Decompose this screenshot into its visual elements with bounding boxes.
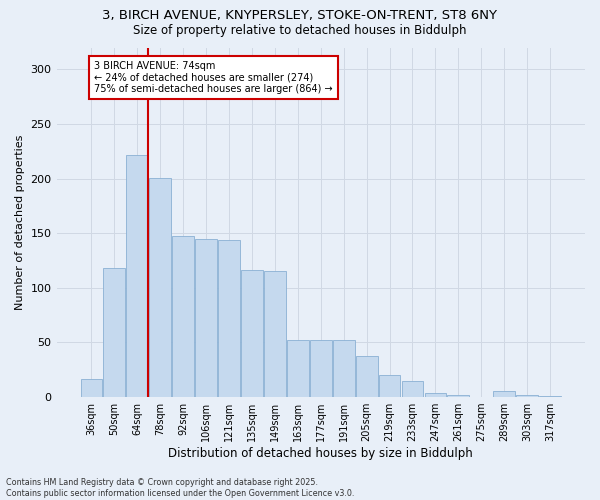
- Bar: [333, 340, 355, 397]
- Text: 3 BIRCH AVENUE: 74sqm
← 24% of detached houses are smaller (274)
75% of semi-det: 3 BIRCH AVENUE: 74sqm ← 24% of detached …: [94, 60, 333, 94]
- Bar: [127, 154, 148, 397]
- Y-axis label: Number of detached properties: Number of detached properties: [15, 134, 25, 310]
- Bar: [516, 395, 538, 397]
- Bar: [493, 390, 515, 397]
- Bar: [218, 240, 240, 397]
- Bar: [448, 395, 469, 397]
- Bar: [172, 236, 194, 397]
- Text: Contains HM Land Registry data © Crown copyright and database right 2025.
Contai: Contains HM Land Registry data © Crown c…: [6, 478, 355, 498]
- Bar: [401, 380, 424, 397]
- Bar: [80, 378, 103, 397]
- Bar: [287, 340, 309, 397]
- Bar: [310, 340, 332, 397]
- Bar: [356, 356, 377, 397]
- Bar: [195, 238, 217, 397]
- Bar: [539, 396, 561, 397]
- Text: 3, BIRCH AVENUE, KNYPERSLEY, STOKE-ON-TRENT, ST8 6NY: 3, BIRCH AVENUE, KNYPERSLEY, STOKE-ON-TR…: [103, 9, 497, 22]
- X-axis label: Distribution of detached houses by size in Biddulph: Distribution of detached houses by size …: [169, 447, 473, 460]
- Bar: [241, 270, 263, 397]
- Bar: [379, 375, 400, 397]
- Text: Size of property relative to detached houses in Biddulph: Size of property relative to detached ho…: [133, 24, 467, 37]
- Bar: [264, 272, 286, 397]
- Bar: [149, 178, 171, 397]
- Bar: [425, 392, 446, 397]
- Bar: [103, 268, 125, 397]
